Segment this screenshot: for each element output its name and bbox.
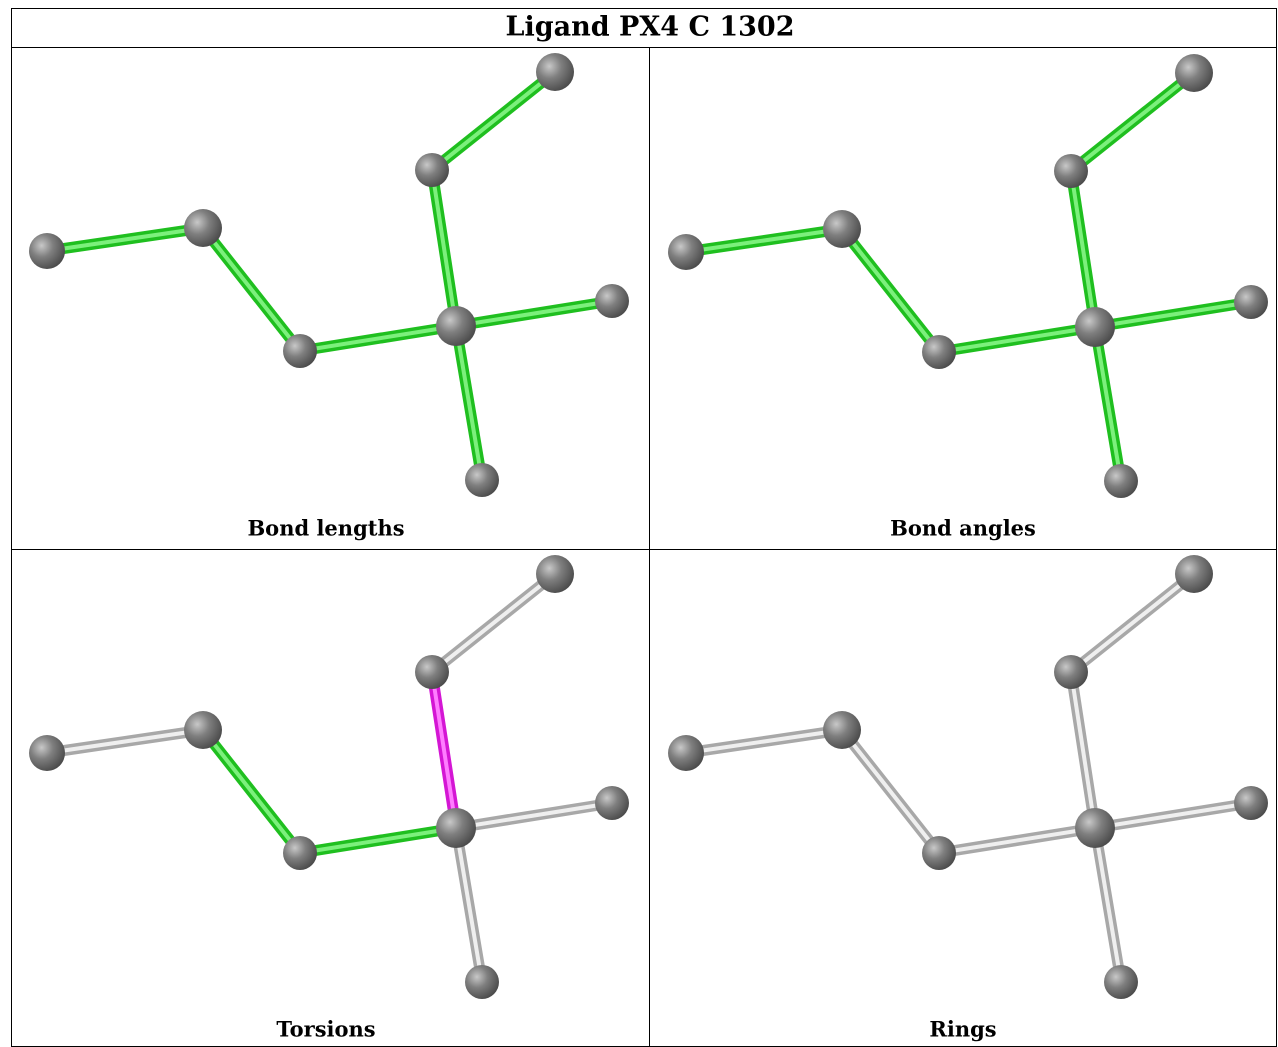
atom (415, 153, 449, 187)
panel-caption: Bond lengths (247, 516, 404, 541)
bond-highlight (1095, 302, 1251, 327)
atom (595, 786, 629, 820)
atom (668, 735, 704, 771)
atom (1054, 154, 1088, 188)
bond-highlight (686, 229, 842, 252)
atom (1175, 555, 1213, 593)
bond-highlight (842, 730, 939, 853)
bond-highlight (456, 301, 612, 326)
bond-highlight (1071, 672, 1095, 828)
molecule (668, 555, 1268, 999)
bond-highlight (1071, 171, 1095, 327)
bond-highlight (300, 828, 456, 853)
atom (283, 334, 317, 368)
atom (1054, 655, 1088, 689)
atom (184, 711, 222, 749)
molecule (29, 555, 629, 999)
molecule-panels (29, 53, 1268, 999)
panel-caption: Bond angles (890, 516, 1036, 541)
atom (1234, 285, 1268, 319)
atom (29, 735, 65, 771)
atom (436, 808, 476, 848)
bond-highlight (939, 828, 1095, 853)
atom (922, 335, 956, 369)
bond-highlight (1095, 327, 1121, 481)
atom (823, 711, 861, 749)
bond-highlight (432, 672, 456, 828)
atom (1175, 54, 1213, 92)
atom (436, 306, 476, 346)
figure: Ligand PX4 C 1302 Bond lengths Bond angl… (0, 0, 1278, 1047)
bond-highlight (432, 574, 555, 672)
atom (1104, 965, 1138, 999)
bond-highlight (686, 730, 842, 753)
atom (465, 463, 499, 497)
atom (184, 209, 222, 247)
bond-highlight (1095, 803, 1251, 828)
atom (536, 555, 574, 593)
bond-highlight (47, 228, 203, 251)
panel-caption: Torsions (276, 1017, 375, 1042)
bond-highlight (203, 228, 300, 351)
bond-highlight (456, 803, 612, 828)
bond-highlight (432, 72, 555, 170)
atom (823, 210, 861, 248)
atom (595, 284, 629, 318)
bond-highlight (1071, 574, 1194, 672)
bond-highlight (1095, 828, 1121, 982)
panel-caption: Rings (929, 1017, 996, 1042)
atom (1104, 464, 1138, 498)
molecule (668, 54, 1268, 498)
atom (1075, 307, 1115, 347)
bond-highlight (432, 170, 456, 326)
page: Ligand PX4 C 1302 Bond lengths Bond angl… (0, 0, 1278, 1047)
bond-highlight (939, 327, 1095, 352)
bond-highlight (300, 326, 456, 351)
atom (1075, 808, 1115, 848)
atom (536, 53, 574, 91)
atom (29, 233, 65, 269)
atom (1234, 786, 1268, 820)
atom (922, 836, 956, 870)
bond-highlight (203, 730, 300, 853)
bond-highlight (456, 326, 482, 480)
atom (465, 965, 499, 999)
figure-title: Ligand PX4 C 1302 (506, 12, 795, 43)
atom (283, 836, 317, 870)
atom (415, 655, 449, 689)
bond-highlight (1071, 73, 1194, 171)
molecule (29, 53, 629, 497)
bond-highlight (842, 229, 939, 352)
bond-highlight (47, 730, 203, 753)
bond-highlight (456, 828, 482, 982)
atom (668, 234, 704, 270)
